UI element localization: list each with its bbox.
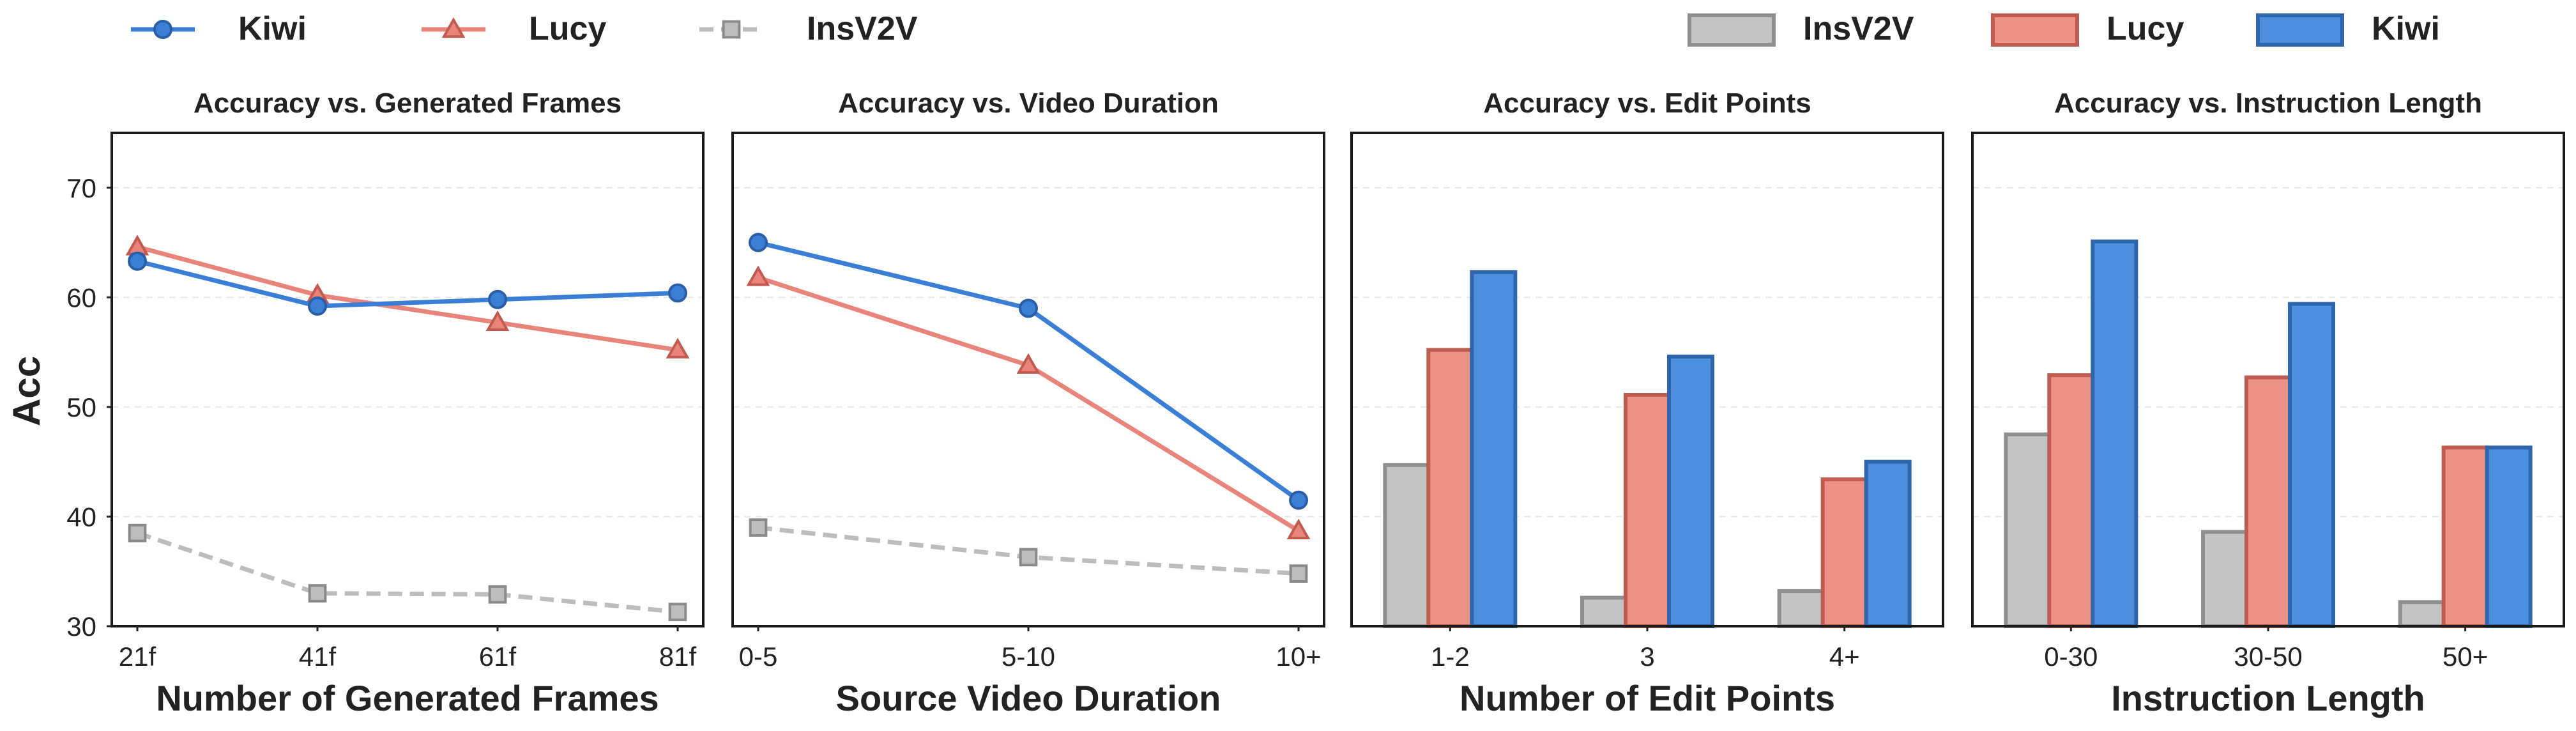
y-tick-label: 50 [66, 392, 96, 422]
bar-lucy [2047, 373, 2095, 628]
legend-marker-triangle [441, 17, 466, 38]
series-kiwi [749, 233, 1308, 510]
data-point-insv2v [128, 523, 147, 542]
bar-kiwi [1667, 354, 1714, 628]
y-tick-label: 70 [66, 173, 96, 203]
x-axis-label: Number of Edit Points [1459, 678, 1835, 718]
data-point-kiwi [668, 283, 687, 303]
legend-bar-swatch [1688, 13, 1776, 47]
chart-title: Accuracy vs. Edit Points [1483, 88, 1811, 119]
x-tick-label: 21f [119, 642, 156, 672]
y-tick-label: 60 [66, 282, 96, 312]
bar-insv2v [1580, 596, 1627, 629]
series-line [137, 259, 678, 309]
data-point-insv2v [1019, 548, 1038, 567]
panel-3: Accuracy vs. Edit Points 1-2 3 4+ Number of … [1350, 88, 1944, 718]
bar-insv2v [1383, 463, 1431, 629]
legend-item-lucy: Lucy [422, 10, 606, 47]
data-point-lucy [1016, 353, 1040, 374]
data-point-kiwi [1289, 490, 1308, 510]
chart-title: Accuracy vs. Instruction Length [2054, 88, 2482, 119]
legend-label: Kiwi [238, 10, 307, 47]
x-tick-label: 1-2 [1431, 642, 1470, 672]
chart-title: Accuracy vs. Generated Frames [194, 88, 621, 119]
legend-label: Lucy [2107, 10, 2184, 47]
x-tick-label: 30-50 [2234, 642, 2302, 672]
bar-insv2v [2201, 530, 2248, 628]
y-tick-label: 30 [66, 612, 96, 642]
bar-kiwi [2288, 302, 2335, 628]
series-lucy [746, 265, 1311, 539]
bar-kiwi [2091, 239, 2138, 628]
data-point-kiwi [1019, 298, 1038, 318]
x-tick-label: 5-10 [1002, 642, 1055, 672]
bar-insv2v [2398, 600, 2446, 628]
chart-title: Accuracy vs. Video Duration [838, 88, 1219, 119]
series-kiwi [128, 251, 687, 316]
data-point-lucy [485, 310, 510, 332]
x-tick-label: 3 [1640, 642, 1654, 672]
x-tick-label: 81f [659, 642, 697, 672]
bar-kiwi [1864, 459, 1912, 629]
bar-kiwi [2485, 445, 2533, 628]
legend-bar-swatch [1991, 13, 2079, 47]
legend-bar-swatch [2256, 13, 2344, 47]
bar-lucy [1426, 348, 1474, 628]
x-tick-label: 4+ [1829, 642, 1860, 672]
panel-1: Accuracy vs. Generated Frames 30 40 50 60 70 2… [66, 88, 705, 718]
legend-marker-circle [153, 20, 172, 39]
legend-item-insv2v: InsV2V [699, 10, 918, 47]
panel-2: Accuracy vs. Video Duration 0-5 5-10 10+ Sou… [731, 88, 1325, 718]
data-point-lucy [1286, 518, 1311, 539]
bar-lucy [2441, 445, 2489, 628]
legend-item-lucy-bar: Lucy [1991, 10, 2184, 47]
x-tick-label: 50+ [2443, 642, 2488, 672]
data-point-insv2v [749, 518, 768, 537]
bar-insv2v [2004, 432, 2052, 628]
data-point-insv2v [308, 584, 327, 603]
data-point-insv2v [488, 585, 507, 604]
data-point-lucy [666, 337, 690, 358]
bar-lucy [2244, 375, 2292, 629]
data-point-kiwi [749, 233, 768, 252]
bar-insv2v [1777, 589, 1825, 629]
panel-4: Accuracy vs. Instruction Length 0-30 30-50… [1971, 88, 2565, 718]
plot-frame [111, 132, 705, 627]
legend-label: Lucy [529, 10, 606, 47]
x-tick-label: 61f [479, 642, 517, 672]
x-tick-label: 41f [299, 642, 337, 672]
series-line [137, 245, 678, 353]
legend-marker-square [722, 20, 741, 39]
series-insv2v [128, 523, 687, 622]
data-point-kiwi [128, 251, 147, 271]
x-tick-label: 0-5 [739, 642, 778, 672]
y-axis-label: Acc [5, 356, 48, 426]
bar-kiwi [1470, 270, 1518, 628]
legend-item-kiwi: Kiwi [131, 10, 307, 47]
legend-item-insv2v-bar: InsV2V [1688, 10, 1914, 47]
data-point-insv2v [668, 603, 687, 622]
x-tick-label: 10+ [1276, 642, 1321, 672]
data-point-kiwi [308, 296, 327, 316]
legend-label: Kiwi [2372, 10, 2440, 47]
x-axis-label: Instruction Length [2111, 678, 2425, 718]
series-line [136, 530, 678, 615]
data-point-lucy [746, 265, 770, 286]
data-point-lucy [125, 235, 149, 256]
legend-label: InsV2V [1803, 10, 1914, 47]
bar-lucy [1820, 477, 1868, 628]
x-tick-label: 0-30 [2044, 642, 2098, 672]
legend-label: InsV2V [807, 10, 918, 47]
series-insv2v [749, 518, 1308, 583]
y-tick-label: 40 [66, 502, 96, 532]
data-point-insv2v [1289, 564, 1308, 583]
bar-lucy [1624, 393, 1671, 628]
x-axis-label: Source Video Duration [836, 678, 1221, 718]
x-axis-label: Number of Generated Frames [156, 678, 659, 718]
data-point-kiwi [488, 289, 507, 309]
legend-item-kiwi-bar: Kiwi [2256, 10, 2440, 47]
